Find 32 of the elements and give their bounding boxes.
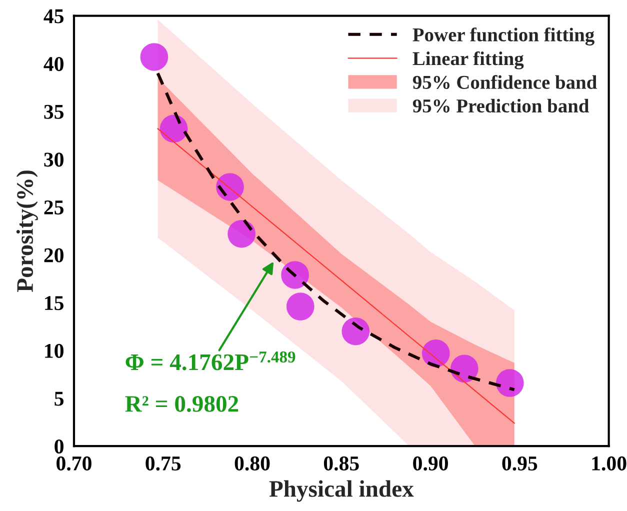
y-tick-label: 30 [44, 152, 64, 167]
point [140, 43, 168, 71]
point [228, 220, 256, 248]
x-tick-label: 0.75 [146, 456, 181, 471]
annotation: R² = 0.9802 [125, 396, 238, 412]
point [281, 261, 309, 289]
point [160, 114, 188, 143]
x-tick-label: 0.80 [234, 456, 270, 471]
y-tick-label: 25 [44, 200, 64, 214]
legend-label: Linear fitting [412, 51, 524, 70]
y-tick-label: 35 [44, 104, 64, 119]
x-tick-label: 0.85 [324, 456, 359, 471]
y-axis-title: Porosity(%) [16, 170, 38, 292]
point [496, 369, 524, 397]
x-tick-label: 1.00 [592, 456, 626, 471]
legend-label: 95% Prediction band [412, 98, 590, 113]
x-axis-title: Physical index [269, 480, 414, 502]
y-tick-label: 5 [54, 392, 64, 406]
y-tick-label: 0 [54, 439, 64, 454]
legend-label: Power function fitting [412, 28, 594, 46]
y-tick-label: 10 [45, 344, 64, 358]
x-tick-label: 0.95 [502, 456, 538, 471]
legend-label: 95% Confidence band [412, 75, 597, 90]
x-tick-label: 0.70 [56, 456, 92, 471]
point [342, 317, 370, 346]
annotation: Φ = 4.1762P$^{−7.489}$ [126, 351, 296, 370]
y-tick-label: 45 [44, 9, 64, 24]
y-tick-label: 20 [44, 248, 64, 262]
y-tick-label: 40 [44, 57, 64, 72]
point [286, 292, 314, 320]
y-tick-label: 15 [45, 296, 64, 310]
x-tick-label: 0.90 [413, 456, 448, 471]
